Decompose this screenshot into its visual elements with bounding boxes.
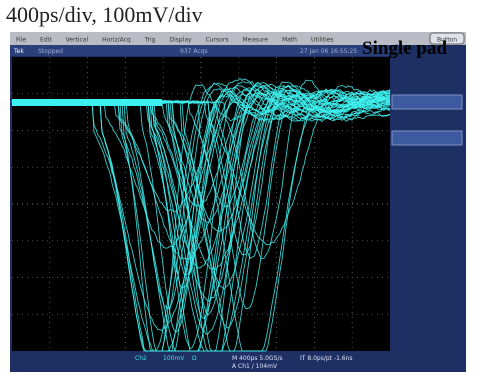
baseline-band bbox=[12, 99, 162, 106]
readout-scale: 100mV bbox=[163, 355, 185, 362]
readout-coupling: Ω bbox=[192, 355, 197, 362]
menu-item[interactable]: Display bbox=[169, 37, 192, 44]
menu-item[interactable]: Utilities bbox=[311, 37, 334, 44]
readout-channel: Ch2 bbox=[135, 355, 147, 362]
readout-trigger: A Ch1 / 104mV bbox=[232, 363, 278, 370]
side-button[interactable] bbox=[392, 131, 462, 145]
status-brand: Tek bbox=[13, 48, 24, 55]
readout-horizontal: M 400ps 5.0GS/s bbox=[232, 355, 283, 362]
menu-item[interactable]: Measure bbox=[242, 37, 268, 44]
overlay-label: Single pad bbox=[362, 38, 447, 59]
menu-item[interactable]: Cursors bbox=[206, 37, 229, 44]
page: 400ps/div, 100mV/div File Edit Vertical Hor… bbox=[0, 0, 504, 377]
status-state: Stopped bbox=[38, 48, 63, 55]
menu-item[interactable]: Edit bbox=[40, 37, 52, 44]
status-date: 27 Jan 06 16:55:25 bbox=[300, 48, 357, 55]
menu-item[interactable]: Vertical bbox=[66, 37, 89, 44]
menu-item[interactable]: Trig bbox=[144, 37, 156, 44]
menu-item[interactable]: Horiz/Acq bbox=[102, 37, 131, 44]
screenshot: 400ps/div, 100mV/div File Edit Vertical Hor… bbox=[0, 0, 504, 377]
menu-item[interactable]: Math bbox=[282, 37, 297, 44]
title: 400ps/div, 100mV/div bbox=[6, 2, 203, 27]
side-button[interactable] bbox=[392, 95, 462, 109]
readout-interp: IT 8.0ps/pt -1.6ns bbox=[300, 355, 353, 362]
menu-item[interactable]: File bbox=[16, 37, 26, 44]
status-acqs: 937 Acqs bbox=[180, 48, 208, 55]
